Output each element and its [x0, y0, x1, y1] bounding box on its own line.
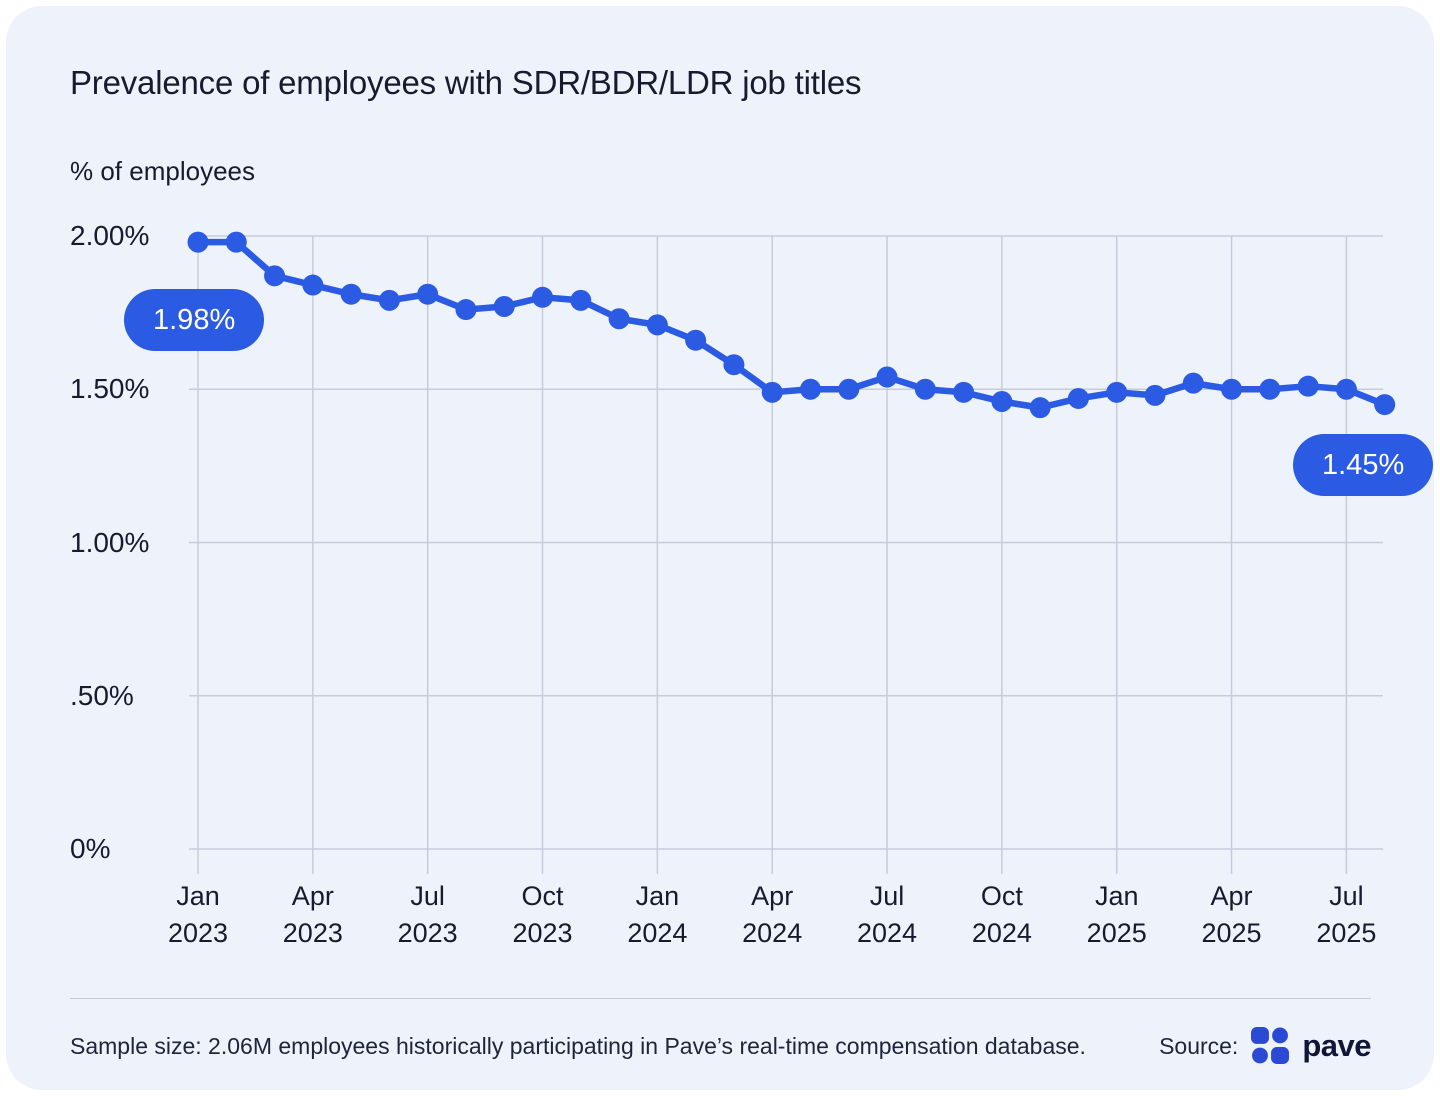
data-point	[876, 366, 898, 388]
y-axis-caption: % of employees	[70, 156, 255, 186]
data-point	[1067, 387, 1089, 409]
x-axis-tick-label: Jul 2023	[397, 881, 458, 948]
data-point	[532, 286, 554, 308]
data-point	[302, 274, 324, 296]
pave-logo-icon	[1251, 1027, 1290, 1064]
data-point	[1182, 372, 1204, 394]
x-axis-tick-label: Apr 2025	[1201, 881, 1262, 948]
data-point	[646, 314, 668, 336]
data-point	[1106, 381, 1128, 403]
pave-wordmark: pave	[1302, 1028, 1371, 1063]
data-point	[838, 378, 860, 400]
data-point	[570, 289, 592, 311]
data-point	[799, 378, 821, 400]
x-axis-tick-label: Jul 2025	[1316, 881, 1377, 948]
data-point	[225, 231, 247, 253]
x-axis-tick-label: Apr 2023	[282, 881, 343, 948]
x-axis-tick-label: Oct 2024	[971, 881, 1032, 948]
data-point	[723, 354, 745, 376]
data-point	[761, 381, 783, 403]
x-axis-tick-label: Jan 2024	[627, 881, 688, 948]
data-point	[953, 381, 975, 403]
data-point	[1259, 378, 1281, 400]
x-axis-tick-label: Jan 2023	[167, 881, 229, 948]
data-point	[685, 329, 707, 351]
chart-title: Prevalence of employees with SDR/BDR/LDR…	[70, 64, 862, 101]
data-point	[1297, 375, 1319, 397]
y-axis-tick-label: 1.50%	[70, 373, 150, 405]
last-value-badge: 1.45%	[1293, 434, 1434, 496]
x-axis-tick-label: Jul 2024	[856, 881, 918, 948]
source-label: Source:	[1159, 1032, 1239, 1059]
data-point	[608, 308, 630, 330]
data-point	[187, 231, 209, 253]
y-axis-tick-label: 0%	[70, 833, 111, 864]
y-axis-tick-label: 2.00%	[70, 220, 150, 251]
data-point	[378, 289, 400, 311]
y-axis-tick-label: 1.00%	[70, 526, 150, 558]
data-point	[1374, 394, 1396, 416]
first-value-badge: 1.98%	[124, 289, 265, 351]
data-point	[914, 378, 936, 400]
data-point	[493, 295, 515, 317]
chart-card: Prevalence of employees with SDR/BDR/LDR…	[6, 6, 1434, 1090]
x-axis-tick-label: Oct 2023	[512, 881, 573, 948]
data-point	[1221, 378, 1243, 400]
data-point	[991, 391, 1013, 413]
footer: Sample size: 2.06M employees historicall…	[70, 1020, 1371, 1072]
x-axis-tick-label: Apr 2024	[742, 881, 803, 948]
data-point	[455, 299, 477, 321]
sample-size-note: Sample size: 2.06M employees historicall…	[70, 1032, 1086, 1059]
data-point	[1144, 384, 1166, 406]
data-point	[417, 283, 439, 305]
series-line	[194, 238, 1388, 411]
y-axis-tick-label: .50%	[70, 679, 134, 711]
data-point	[1335, 378, 1357, 400]
footer-divider	[70, 998, 1371, 999]
data-point	[340, 283, 362, 305]
x-axis-tick-label: Jan 2025	[1086, 881, 1147, 948]
source-attribution: Source: pave	[1159, 1027, 1371, 1065]
data-point	[264, 265, 286, 287]
data-point	[1029, 397, 1051, 419]
